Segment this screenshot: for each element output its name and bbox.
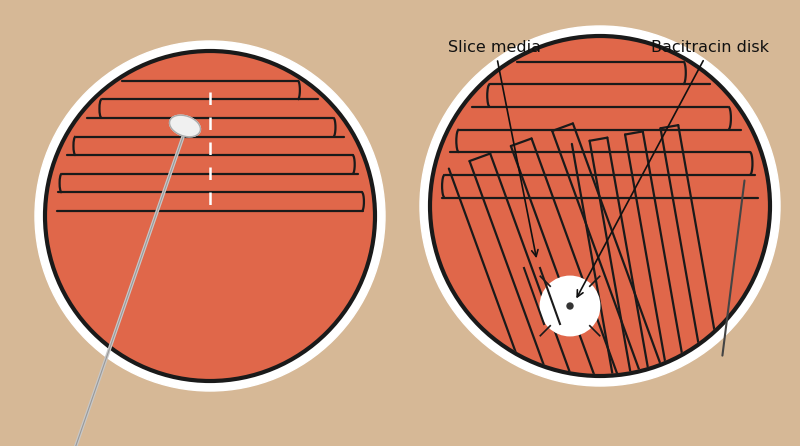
- Circle shape: [35, 41, 385, 391]
- Text: Bacitracin disk: Bacitracin disk: [577, 41, 769, 297]
- Circle shape: [45, 51, 375, 381]
- Circle shape: [420, 26, 780, 386]
- Circle shape: [542, 278, 598, 334]
- Ellipse shape: [170, 115, 201, 137]
- Text: Slice media: Slice media: [449, 41, 542, 256]
- Circle shape: [430, 36, 770, 376]
- Circle shape: [567, 303, 573, 309]
